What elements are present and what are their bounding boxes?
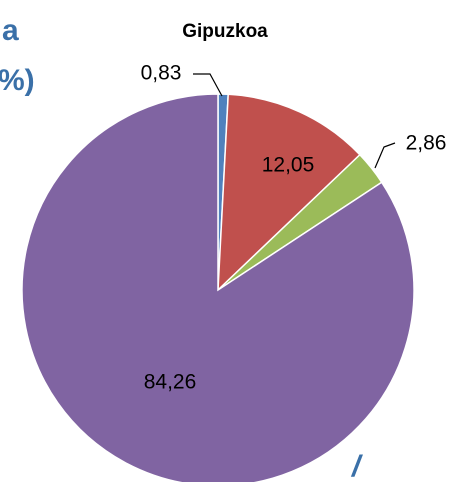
cropped-text: a (2, 14, 19, 47)
pie-slice (217, 93, 361, 292)
data-label: 2,86 (406, 132, 447, 155)
leader-line (374, 142, 396, 169)
data-label: 0,83 (141, 62, 182, 85)
data-label: 12,05 (262, 154, 315, 177)
data-label: 84,26 (144, 371, 197, 394)
pie (21, 93, 415, 482)
cropped-text: %) (0, 64, 35, 97)
cropped-text: / (350, 450, 363, 482)
chart-title: Gipuzkoa (182, 21, 268, 42)
pie-slice (21, 93, 415, 482)
leader-line (193, 73, 223, 97)
